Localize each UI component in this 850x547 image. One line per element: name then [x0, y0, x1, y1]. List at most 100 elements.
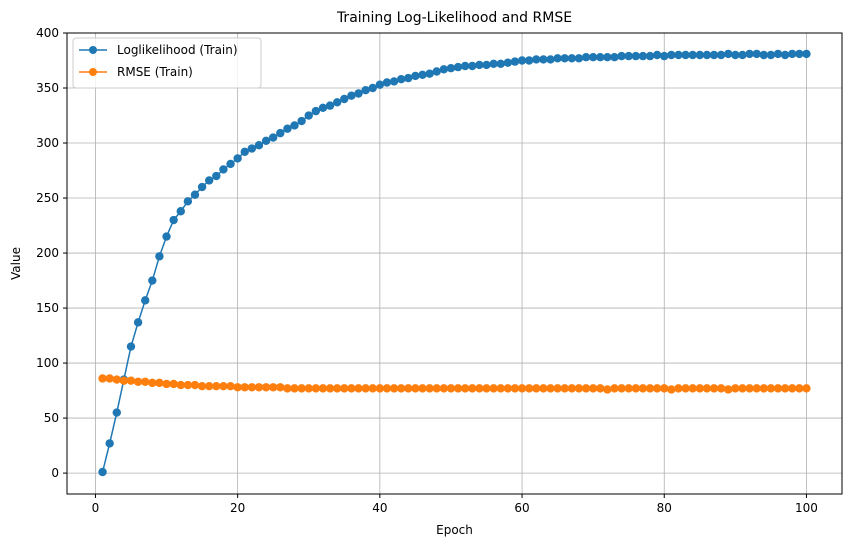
data-point [788, 49, 797, 59]
data-point [496, 59, 505, 69]
data-point [340, 94, 349, 104]
data-point [169, 215, 178, 225]
data-point [468, 61, 477, 71]
data-point [745, 384, 754, 393]
data-point [212, 171, 221, 181]
data-point [759, 50, 768, 60]
data-point [141, 377, 150, 386]
data-point [709, 384, 719, 393]
data-point [517, 56, 527, 65]
y-tick-label: 400 [36, 26, 59, 40]
data-point [219, 381, 228, 391]
data-point [652, 50, 662, 60]
data-point [489, 384, 498, 393]
data-point [105, 374, 114, 383]
data-point [311, 384, 321, 393]
data-point [283, 124, 292, 133]
data-point [169, 379, 178, 389]
data-point [233, 154, 242, 163]
data-point [524, 56, 534, 65]
data-point [524, 384, 534, 393]
data-point [418, 70, 427, 80]
x-axis-label: Epoch [436, 523, 473, 537]
series-0 [98, 49, 811, 477]
data-point [247, 144, 257, 153]
data-point [318, 103, 328, 113]
data-point [788, 384, 797, 393]
data-point [667, 385, 676, 394]
data-point [660, 51, 669, 61]
data-point [133, 318, 143, 327]
x-tick-label: 80 [657, 501, 672, 515]
axis-ticks: 0 20 40 60 80 100 0 50 100 150 200 250 300 350 400 [36, 26, 818, 515]
data-point [596, 53, 605, 62]
data-point [560, 384, 569, 393]
data-point [766, 384, 776, 393]
data-point [148, 276, 157, 285]
data-point [638, 51, 648, 61]
data-point [773, 49, 783, 59]
x-tick-label: 100 [795, 501, 818, 515]
data-point [716, 384, 726, 393]
data-point [574, 384, 584, 393]
data-point [354, 89, 363, 98]
data-point [368, 384, 377, 393]
data-point [624, 51, 633, 61]
data-point [119, 376, 129, 385]
data-point [375, 80, 385, 89]
data-point [802, 49, 811, 59]
data-point [112, 375, 121, 384]
data-point [780, 50, 790, 60]
grid [67, 32, 842, 494]
data-point [802, 384, 811, 393]
data-point [745, 49, 754, 59]
data-point [695, 50, 704, 60]
data-point [695, 384, 704, 393]
data-point [382, 384, 392, 393]
data-point [432, 384, 441, 393]
data-point [268, 383, 278, 392]
data-point [297, 116, 306, 126]
data-point [425, 69, 434, 78]
data-point [148, 378, 157, 388]
data-point [219, 165, 228, 174]
data-point [503, 384, 513, 393]
data-point [162, 379, 171, 389]
data-point [574, 54, 584, 63]
data-point [276, 128, 285, 138]
data-point [304, 384, 313, 393]
data-point [361, 86, 370, 95]
data-point [731, 50, 740, 60]
data-point [325, 384, 335, 393]
data-point [724, 49, 733, 59]
data-point [766, 50, 776, 60]
data-point [460, 61, 470, 71]
y-axis-label: Value [9, 247, 23, 280]
x-tick-label: 20 [230, 501, 245, 515]
chart-title: Training Log-Likelihood and RMSE [336, 10, 572, 26]
data-point [105, 439, 114, 448]
data-point [141, 296, 150, 305]
data-point [709, 50, 719, 60]
data-point [667, 50, 676, 60]
data-point [738, 384, 747, 393]
data-point [375, 384, 385, 393]
data-point [240, 147, 249, 157]
data-point [425, 384, 434, 393]
data-point [261, 136, 271, 146]
data-point [610, 53, 619, 62]
data-point [212, 381, 221, 391]
data-point [176, 380, 185, 390]
legend-marker-loglikelihood [89, 46, 97, 54]
data-point [546, 55, 555, 64]
data-point [261, 383, 271, 392]
data-point [503, 58, 513, 67]
data-point [617, 51, 626, 61]
y-tick-label: 100 [36, 356, 59, 370]
y-tick-label: 300 [36, 136, 59, 150]
data-point [418, 384, 427, 393]
data-point [411, 71, 420, 81]
y-tick-label: 50 [44, 411, 59, 425]
data-point [460, 384, 470, 393]
